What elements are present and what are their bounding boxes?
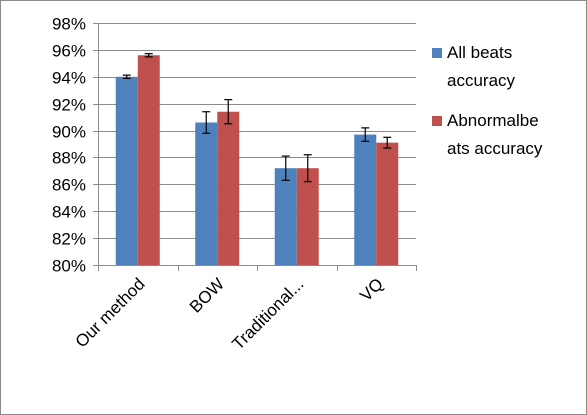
x-category-label: Traditional...: [228, 274, 307, 353]
bar: [296, 168, 319, 265]
legend: All beats accuracy Abnormalbe ats accuracy: [432, 43, 543, 158]
legend-label: Abnormalbe: [447, 111, 539, 130]
y-tick-label: 90%: [52, 123, 86, 142]
y-tick-labels: 80% 82% 84% 86% 88% 90% 92% 94% 96% 98%: [52, 15, 86, 276]
y-tick-label: 80%: [52, 257, 86, 276]
error-bars: [122, 53, 392, 183]
y-tick-label: 86%: [52, 176, 86, 195]
bar: [195, 122, 218, 265]
legend-label: All beats: [447, 43, 512, 62]
legend-swatch: [432, 116, 442, 126]
y-tick-label: 92%: [52, 96, 86, 115]
bars: [115, 55, 399, 266]
bar: [115, 76, 138, 266]
x-category-label: VQ: [356, 274, 387, 305]
y-tick-label: 84%: [52, 203, 86, 222]
y-tick-label: 82%: [52, 230, 86, 249]
legend-swatch: [432, 48, 442, 58]
axes: [93, 23, 417, 271]
x-category-label: BOW: [186, 274, 228, 316]
x-category-labels: Our method BOW Traditional... VQ: [72, 274, 387, 353]
y-tick-label: 98%: [52, 15, 86, 34]
legend-label: accuracy: [447, 71, 516, 90]
bar: [376, 142, 399, 265]
bar: [217, 111, 240, 265]
y-tick-label: 96%: [52, 42, 86, 61]
bar: [354, 134, 377, 265]
bar: [137, 55, 160, 266]
legend-label: ats accuracy: [447, 139, 543, 158]
y-tick-label: 88%: [52, 149, 86, 168]
y-tick-label: 94%: [52, 69, 86, 88]
x-category-label: Our method: [72, 274, 149, 351]
bar: [274, 168, 297, 265]
